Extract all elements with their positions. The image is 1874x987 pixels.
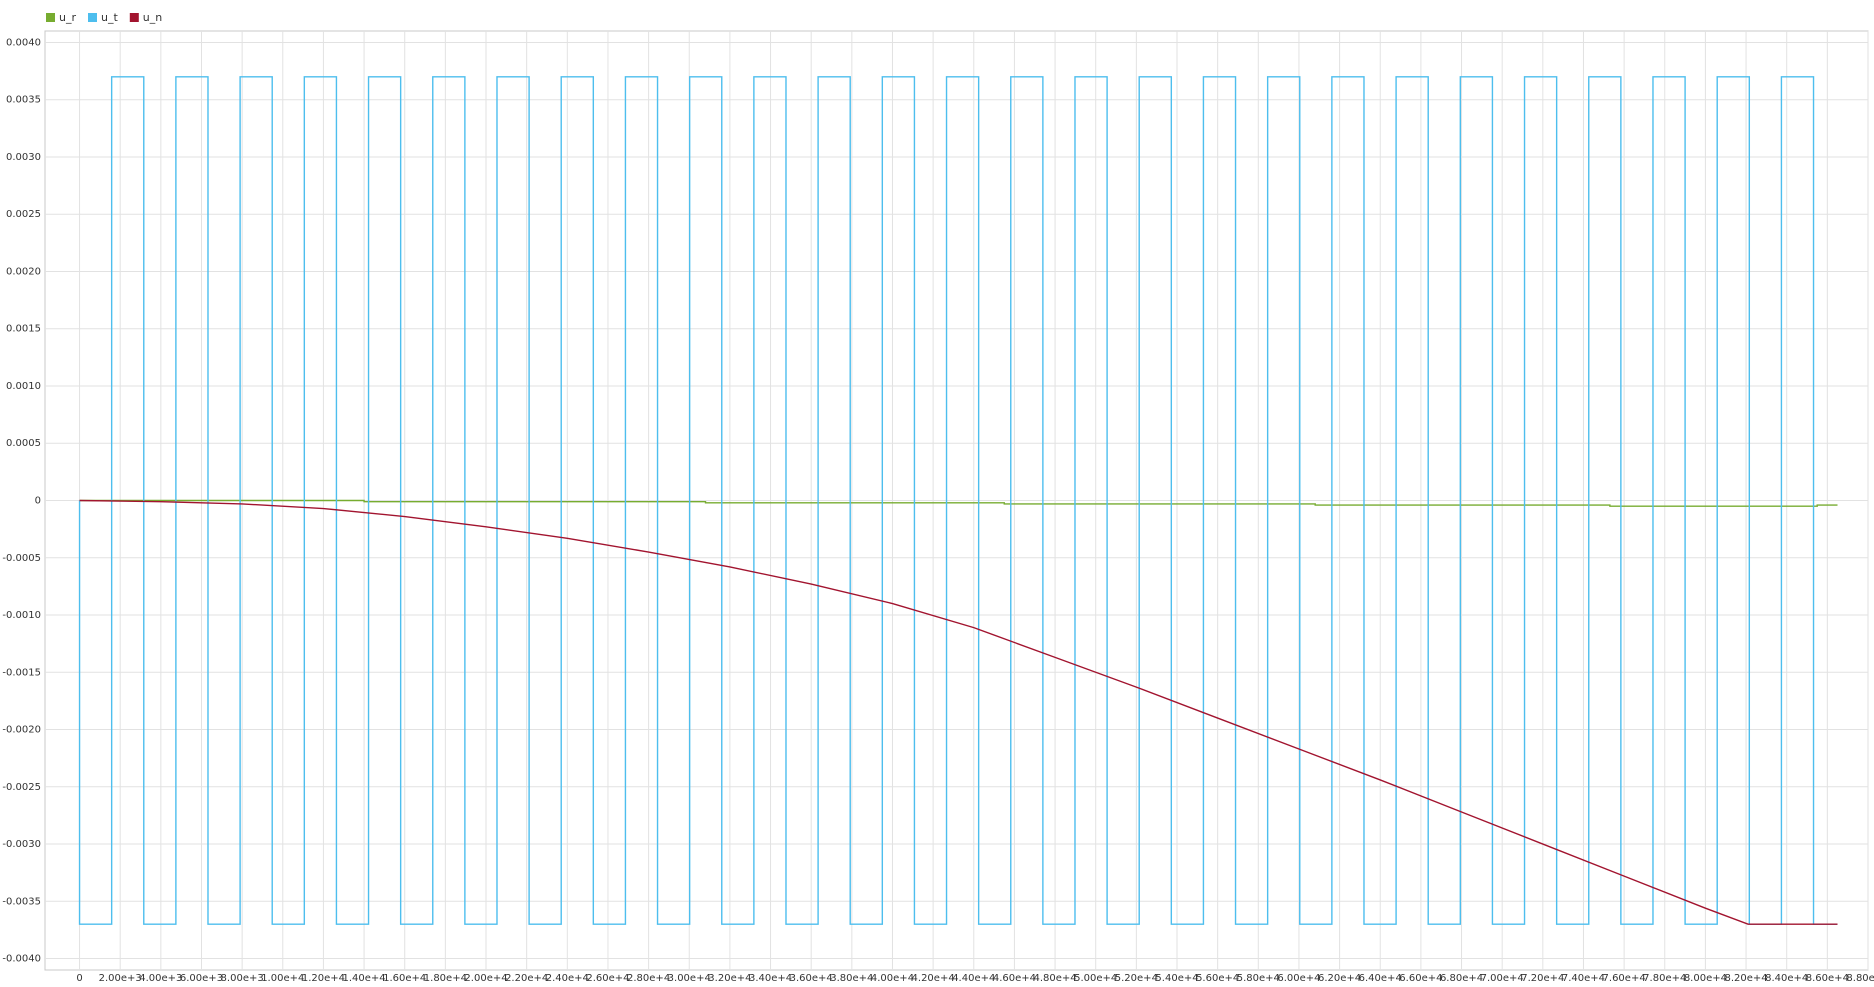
x-tick-label: 8.40e+4	[1765, 973, 1808, 984]
x-tick-label: 5.20e+4	[1115, 973, 1158, 984]
x-tick-label: 2.60e+4	[586, 973, 629, 984]
y-tick-label: -0.0005	[2, 553, 41, 564]
x-tick-label: 2.20e+4	[505, 973, 548, 984]
x-tick-label: 1.20e+4	[302, 973, 345, 984]
y-tick-label: 0	[35, 496, 41, 507]
x-tick-label: 6.60e+4	[1399, 973, 1442, 984]
legend-item: u_n	[129, 11, 162, 24]
legend-label: u_r	[59, 11, 76, 24]
legend-swatch	[46, 13, 55, 22]
legend-item: u_t	[88, 11, 118, 24]
x-tick-label: 1.60e+4	[383, 973, 426, 984]
x-tick-label: 8.00e+4	[1684, 973, 1727, 984]
y-tick-label: 0.0030	[6, 152, 41, 163]
series-line	[79, 499, 1838, 507]
x-tick-label: 8.20e+4	[1724, 973, 1767, 984]
y-tick-label: -0.0010	[2, 610, 41, 621]
x-tick-label: 5.60e+4	[1196, 973, 1239, 984]
x-tick-label: 2.80e+4	[627, 973, 670, 984]
y-tick-label: -0.0035	[2, 896, 41, 907]
legend-label: u_n	[143, 11, 162, 24]
x-tick-label: 4.00e+3	[139, 973, 182, 984]
x-tick-label: 7.80e+4	[1643, 973, 1686, 984]
x-tick-label: 7.20e+4	[1521, 973, 1564, 984]
x-tick-label: 4.80e+4	[1033, 973, 1076, 984]
x-tick-label: 8.00e+3	[221, 973, 264, 984]
y-tick-label: 0.0040	[6, 37, 41, 48]
y-tick-label: 0.0015	[6, 324, 41, 335]
legend-swatch	[88, 13, 97, 22]
x-tick-label: 2.00e+3	[99, 973, 142, 984]
x-tick-label: 4.60e+4	[993, 973, 1036, 984]
x-tick-label: 8.60e+4	[1806, 973, 1849, 984]
x-tick-label: 1.00e+4	[261, 973, 304, 984]
x-tick-label: 8.80e+4	[1846, 973, 1874, 984]
y-tick-label: -0.0015	[2, 667, 41, 678]
legend-swatch	[129, 13, 139, 22]
x-tick-label: 1.80e+4	[424, 973, 467, 984]
legend-label: u_t	[101, 11, 118, 24]
y-tick-label: -0.0040	[2, 954, 41, 965]
y-tick-label: -0.0025	[2, 782, 41, 793]
x-tick-label: 4.00e+4	[871, 973, 914, 984]
y-tick-label: -0.0020	[2, 725, 41, 736]
x-tick-label: 3.60e+4	[790, 973, 833, 984]
x-tick-label: 0	[76, 973, 82, 984]
x-tick-label: 4.40e+4	[952, 973, 995, 984]
x-tick-label: 3.20e+4	[708, 973, 751, 984]
x-tick-label: 6.00e+3	[180, 973, 223, 984]
x-tick-label: 6.20e+4	[1318, 973, 1361, 984]
y-tick-label: 0.0010	[6, 381, 41, 392]
x-tick-label: 3.40e+4	[749, 973, 792, 984]
x-tick-label: 3.80e+4	[830, 973, 873, 984]
legend-item: u_r	[46, 11, 76, 24]
x-tick-label: 6.40e+4	[1359, 973, 1402, 984]
x-tick-label: 3.00e+4	[668, 973, 711, 984]
x-tick-label: 7.60e+4	[1603, 973, 1646, 984]
y-tick-label: -0.0030	[2, 839, 41, 850]
x-tick-label: 1.40e+4	[342, 973, 385, 984]
x-tick-label: 5.80e+4	[1237, 973, 1280, 984]
x-tick-label: 6.80e+4	[1440, 973, 1483, 984]
x-tick-label: 5.40e+4	[1155, 973, 1198, 984]
x-tick-label: 5.00e+4	[1074, 973, 1117, 984]
y-tick-label: 0.0020	[6, 266, 41, 277]
series-line	[79, 499, 1838, 925]
x-tick-label: 6.00e+4	[1277, 973, 1320, 984]
x-tick-label: 4.20e+4	[912, 973, 955, 984]
y-tick-label: 0.0025	[6, 209, 41, 220]
x-tick-label: 7.40e+4	[1562, 973, 1605, 984]
y-tick-label: 0.0035	[6, 95, 41, 106]
x-tick-label: 2.00e+4	[464, 973, 507, 984]
y-tick-label: 0.0005	[6, 438, 41, 449]
x-tick-label: 7.00e+4	[1481, 973, 1524, 984]
series-line	[78, 76, 1838, 925]
x-tick-label: 2.40e+4	[546, 973, 589, 984]
